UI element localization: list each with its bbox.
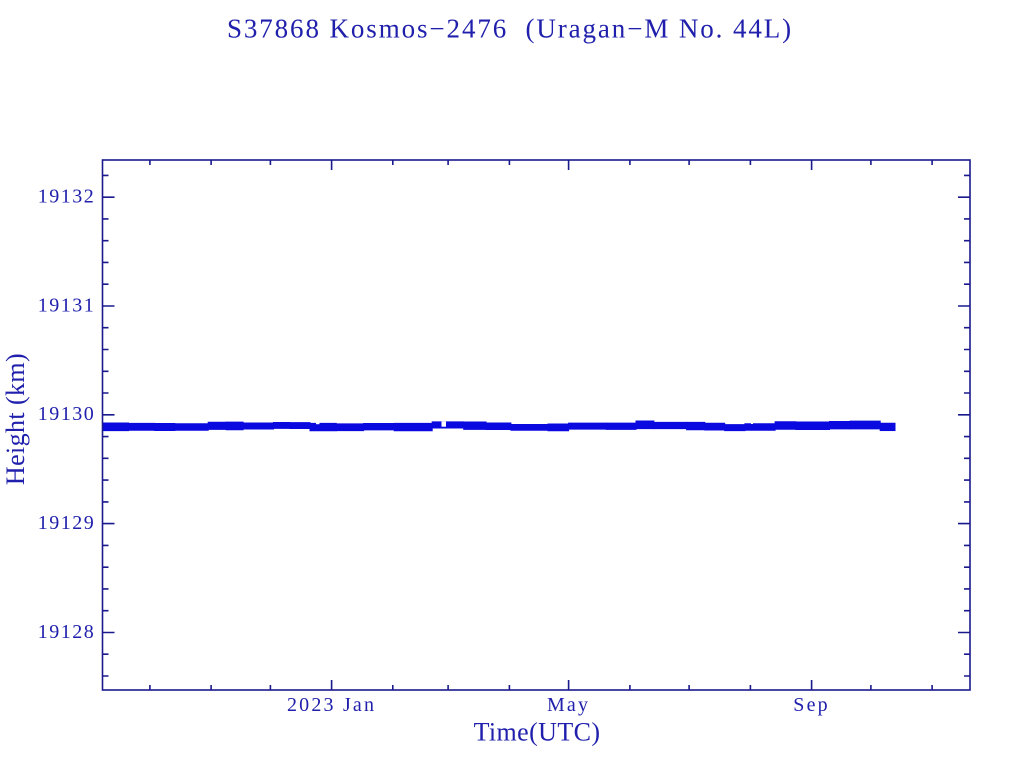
svg-text:2023 Jan: 2023 Jan [287, 694, 376, 716]
svg-text:19129: 19129 [38, 512, 96, 534]
svg-text:Time(UTC): Time(UTC) [474, 718, 601, 747]
svg-text:19131: 19131 [38, 294, 96, 316]
svg-text:19130: 19130 [38, 403, 96, 425]
svg-text:Sep: Sep [793, 694, 830, 716]
svg-text:S37868 Kosmos−2476 (Uragan−M: S37868 Kosmos−2476 (Uragan−M No. 44L) [227, 14, 793, 44]
svg-text:May: May [547, 694, 590, 716]
svg-text:19132: 19132 [38, 186, 96, 208]
svg-text:19128: 19128 [38, 621, 96, 643]
svg-text:Height (km): Height (km) [1, 353, 30, 485]
